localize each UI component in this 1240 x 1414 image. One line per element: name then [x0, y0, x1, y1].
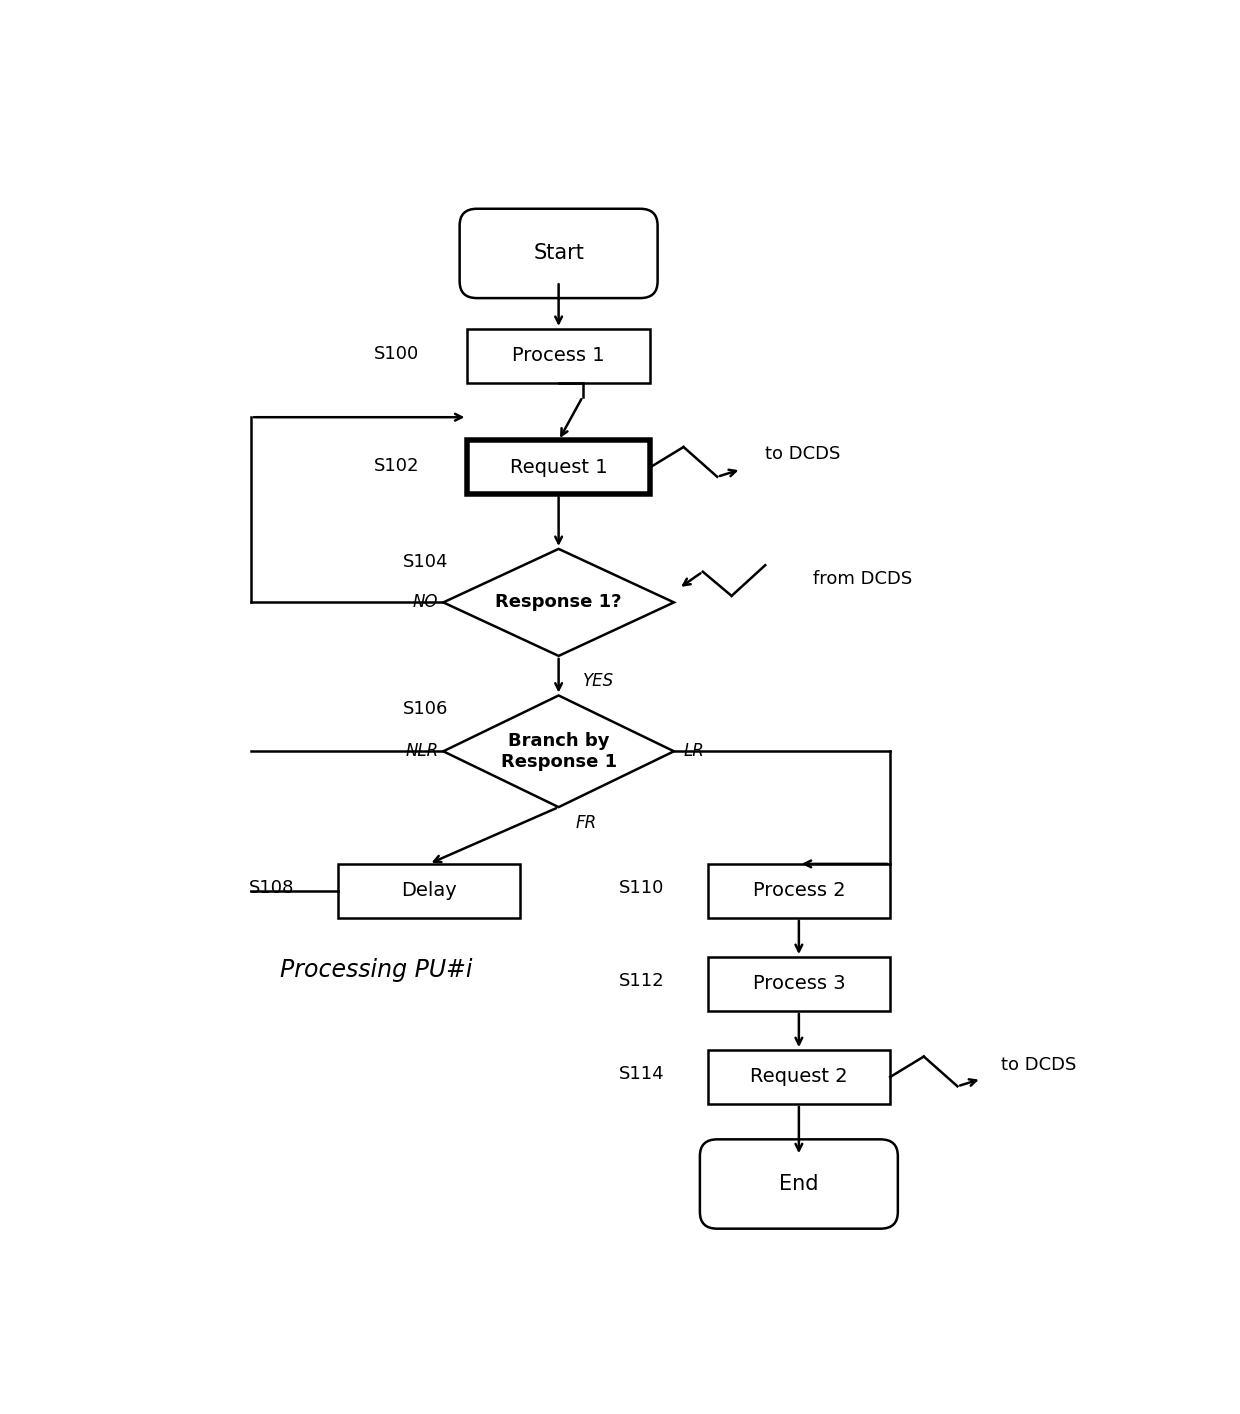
Text: S112: S112	[619, 973, 665, 990]
Text: Processing PU#i: Processing PU#i	[280, 957, 472, 981]
Text: LR: LR	[683, 742, 704, 761]
Bar	[337, 864, 521, 918]
Text: Process 3: Process 3	[753, 974, 846, 994]
Text: Request 2: Request 2	[750, 1068, 848, 1086]
Bar	[708, 957, 890, 1011]
FancyBboxPatch shape	[699, 1140, 898, 1229]
Text: Request 1: Request 1	[510, 458, 608, 477]
Bar	[467, 441, 650, 495]
Bar	[708, 1051, 890, 1104]
Text: to DCDS: to DCDS	[765, 444, 841, 462]
Text: S108: S108	[249, 880, 294, 896]
Text: from DCDS: from DCDS	[813, 570, 913, 588]
Text: NO: NO	[413, 594, 439, 611]
Text: Start: Start	[533, 243, 584, 263]
Text: Process 1: Process 1	[512, 346, 605, 365]
Text: Branch by
Response 1: Branch by Response 1	[501, 732, 616, 771]
Text: Delay: Delay	[401, 881, 456, 901]
Text: to DCDS: to DCDS	[1001, 1056, 1076, 1073]
Text: End: End	[779, 1174, 818, 1193]
Bar	[467, 329, 650, 383]
Text: Process 2: Process 2	[753, 881, 846, 901]
Polygon shape	[444, 696, 675, 807]
Text: S114: S114	[619, 1065, 665, 1083]
Text: S110: S110	[619, 880, 665, 896]
Bar	[708, 864, 890, 918]
Text: NLR: NLR	[405, 742, 439, 761]
Text: S104: S104	[403, 553, 448, 571]
Text: YES: YES	[583, 673, 614, 690]
Text: S102: S102	[373, 457, 419, 475]
Polygon shape	[444, 549, 675, 656]
Text: S100: S100	[374, 345, 419, 363]
Text: S106: S106	[403, 700, 448, 718]
Text: FR: FR	[575, 814, 596, 831]
Text: Response 1?: Response 1?	[495, 594, 622, 611]
FancyBboxPatch shape	[460, 209, 657, 298]
